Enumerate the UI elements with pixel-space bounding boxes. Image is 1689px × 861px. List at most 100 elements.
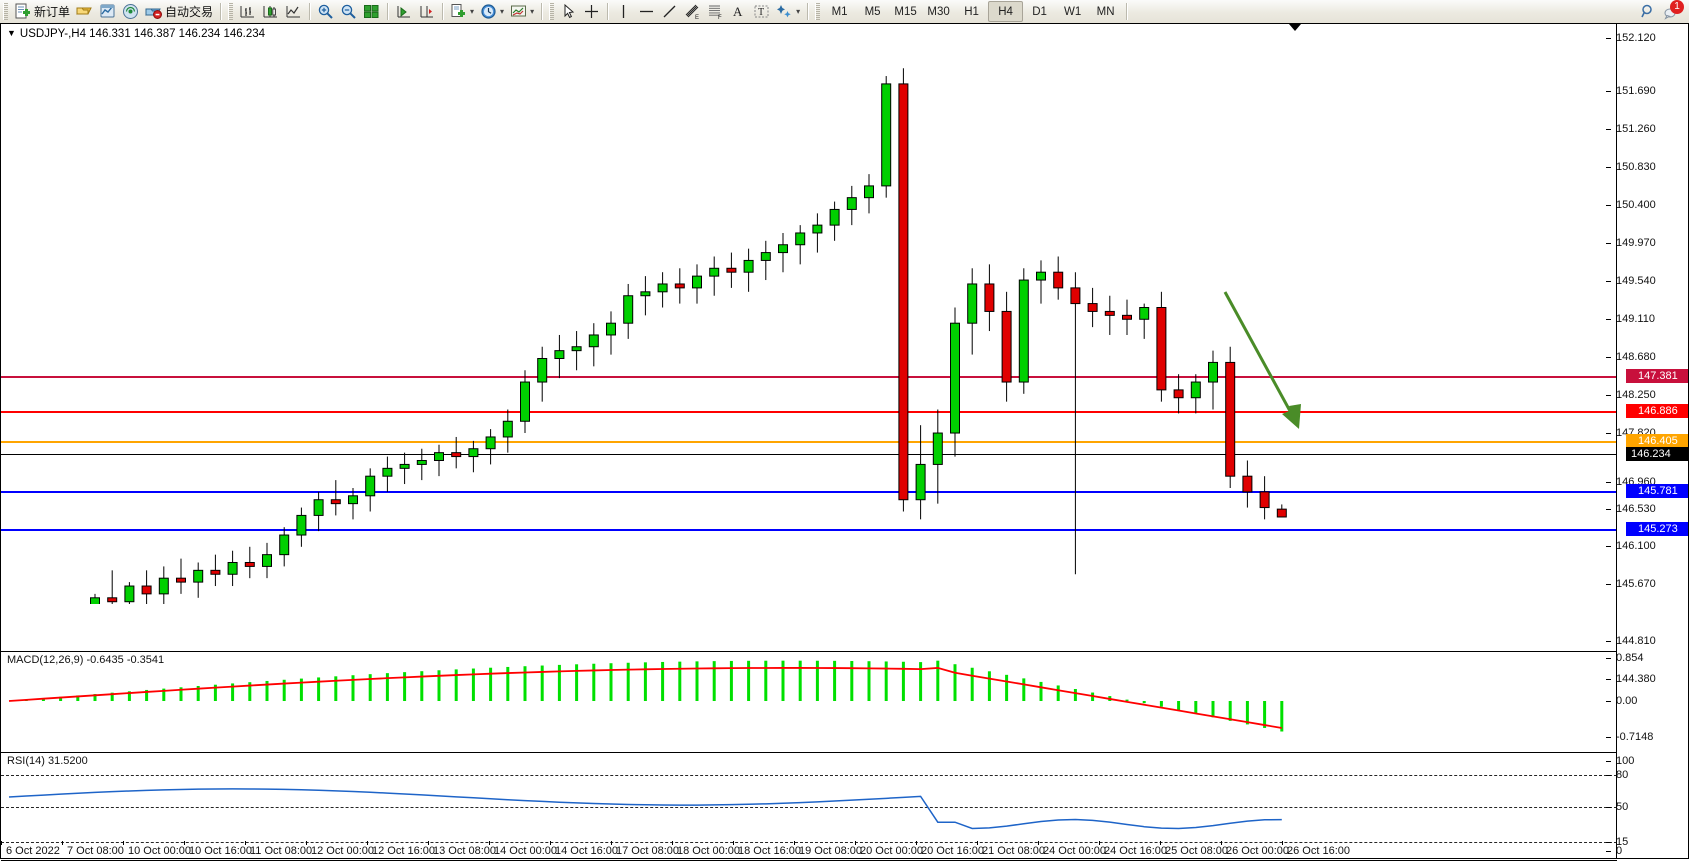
templates-icon bbox=[510, 3, 527, 20]
time-tick: 25 Oct 08:00 bbox=[1160, 841, 1228, 857]
support-line-145273[interactable] bbox=[1, 529, 1617, 531]
rsi-level-80-line bbox=[1, 775, 1617, 776]
price-label-145273[interactable]: 145.273 bbox=[1626, 522, 1688, 536]
trend-arrow-annotation bbox=[1223, 291, 1301, 429]
equidistant-channel-button[interactable]: E bbox=[681, 1, 704, 22]
candlestick-chart-button[interactable] bbox=[259, 1, 282, 22]
zoom-out-button[interactable] bbox=[337, 1, 360, 22]
price-tick: 148.250 bbox=[1604, 389, 1688, 401]
timeframe-m30[interactable]: M30 bbox=[927, 5, 950, 18]
price-tick: 145.670 bbox=[1604, 578, 1688, 590]
new-order-button[interactable]: 新订单 bbox=[11, 1, 73, 22]
price-tick: 144.810 bbox=[1604, 635, 1688, 647]
chart-shift-icon bbox=[418, 3, 435, 20]
crosshair-button[interactable] bbox=[580, 1, 603, 22]
price-tick: 151.260 bbox=[1604, 123, 1688, 135]
time-tick: 12 Oct 16:00 bbox=[367, 841, 435, 857]
chart-shift-button[interactable] bbox=[415, 1, 438, 22]
bar-chart-icon bbox=[239, 3, 256, 20]
timeframe-m5[interactable]: M5 bbox=[864, 5, 881, 18]
indicators-icon bbox=[450, 3, 467, 20]
time-tick: 11 Oct 08:00 bbox=[244, 841, 313, 857]
time-tick: 17 Oct 08:00 bbox=[611, 841, 679, 857]
chart-drag-marker[interactable] bbox=[1289, 24, 1301, 31]
periods-button[interactable]: ▾ bbox=[477, 1, 507, 22]
toolbar-grip-2[interactable] bbox=[228, 3, 234, 20]
vertical-line-button[interactable] bbox=[612, 1, 635, 22]
horizontal-line-icon bbox=[638, 3, 655, 20]
price-label-147381[interactable]: 147.381 bbox=[1626, 369, 1688, 383]
time-tick: 24 Oct 00:00 bbox=[1038, 841, 1106, 857]
macd-series bbox=[8, 660, 1284, 732]
rsi-tick-0: 0 bbox=[1604, 845, 1688, 857]
trendline-button[interactable] bbox=[658, 1, 681, 22]
autotrading-icon bbox=[145, 3, 163, 20]
notifications-button[interactable]: 1 bbox=[1660, 0, 1684, 22]
folder-icon bbox=[76, 3, 93, 20]
auto-scroll-button[interactable] bbox=[392, 1, 415, 22]
toolbar-grip-4[interactable] bbox=[815, 3, 821, 20]
time-tick: 20 Oct 16:00 bbox=[916, 841, 984, 857]
search-button[interactable] bbox=[1637, 1, 1660, 22]
line-chart-icon bbox=[285, 3, 302, 20]
toolbar-separator-2 bbox=[309, 3, 311, 20]
price-tick: 149.540 bbox=[1604, 275, 1688, 287]
chart-menu-caret-icon[interactable]: ▼ bbox=[7, 28, 16, 38]
auto-trading-button[interactable]: 自动交易 bbox=[142, 1, 216, 22]
rsi-tick-100: 100 bbox=[1604, 755, 1688, 767]
templates-button[interactable]: ▾ bbox=[507, 1, 537, 22]
expert-advisors-button[interactable] bbox=[73, 1, 96, 22]
toolbar-grip[interactable] bbox=[3, 3, 8, 20]
market-watch-button[interactable] bbox=[96, 1, 119, 22]
zoom-in-icon bbox=[317, 3, 334, 20]
bar-chart-button[interactable] bbox=[236, 1, 259, 22]
zoom-in-button[interactable] bbox=[314, 1, 337, 22]
price-label-146886[interactable]: 146.886 bbox=[1626, 404, 1688, 418]
toolbar-separator-7 bbox=[807, 3, 809, 20]
resistance-line-146886[interactable] bbox=[1, 411, 1617, 413]
toolbar-separator-6 bbox=[607, 3, 609, 20]
timeframe-mn[interactable]: MN bbox=[1096, 5, 1115, 18]
support-line-145781[interactable] bbox=[1, 491, 1617, 493]
macd-pane-divider bbox=[1, 651, 1617, 652]
line-chart-button[interactable] bbox=[282, 1, 305, 22]
zoom-out-icon bbox=[340, 3, 357, 20]
toolbar-grip-3[interactable] bbox=[549, 3, 555, 20]
text-label-button[interactable]: T bbox=[750, 1, 773, 22]
time-tick: 19 Oct 08:00 bbox=[794, 841, 862, 857]
time-tick: 7 Oct 08:00 bbox=[62, 841, 124, 857]
resistance-line-147381[interactable] bbox=[1, 376, 1617, 378]
price-tick: 151.690 bbox=[1604, 85, 1688, 97]
toolbar-separator-8 bbox=[1126, 3, 1128, 20]
text-button[interactable]: A bbox=[727, 1, 750, 22]
cursor-button[interactable] bbox=[557, 1, 580, 22]
auto-scroll-icon bbox=[395, 3, 412, 20]
price-tick: 150.400 bbox=[1604, 199, 1688, 211]
timeframe-d1[interactable]: D1 bbox=[1032, 5, 1047, 18]
rsi-level-50-line bbox=[1, 807, 1617, 808]
crosshair-icon bbox=[583, 3, 600, 20]
tile-windows-button[interactable] bbox=[360, 1, 383, 22]
price-tick: 152.120 bbox=[1604, 32, 1688, 44]
time-tick: 10 Oct 16:00 bbox=[184, 841, 252, 857]
equidistant-channel-icon: E bbox=[684, 3, 701, 20]
signals-button[interactable] bbox=[119, 1, 142, 22]
rsi-pane-divider bbox=[1, 752, 1617, 753]
price-label-145781[interactable]: 145.781 bbox=[1626, 484, 1688, 498]
timeframe-m15[interactable]: M15 bbox=[894, 5, 917, 18]
vertical-line-icon bbox=[615, 3, 632, 20]
timeframe-h1[interactable]: H1 bbox=[964, 5, 979, 18]
shapes-button[interactable]: ▾ bbox=[773, 1, 803, 22]
timeframe-w1[interactable]: W1 bbox=[1063, 5, 1082, 18]
macd-tick-mid: 0.00 bbox=[1604, 695, 1688, 707]
chart-canvas[interactable]: ▼ USDJPY-,H4 146.331 146.387 146.234 146.… bbox=[0, 23, 1689, 861]
pivot-line-146405[interactable] bbox=[1, 441, 1617, 443]
indicators-button[interactable]: ▾ bbox=[447, 1, 477, 22]
timeframe-m1[interactable]: M1 bbox=[831, 5, 848, 18]
fibonacci-button[interactable]: F bbox=[704, 1, 727, 22]
horizontal-line-button[interactable] bbox=[635, 1, 658, 22]
timeframe-h4[interactable]: H4 bbox=[988, 1, 1024, 22]
fibonacci-icon: F bbox=[707, 3, 724, 20]
price-label-146405[interactable]: 146.405 bbox=[1626, 434, 1688, 448]
shapes-icon bbox=[776, 3, 793, 20]
